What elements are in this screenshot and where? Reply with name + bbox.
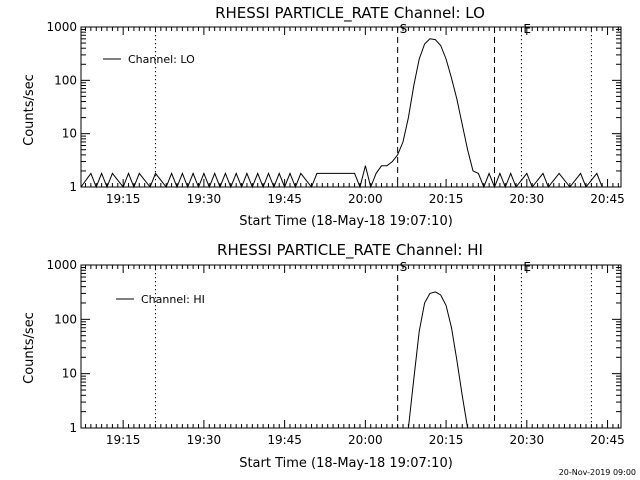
footer-timestamp: 20-Nov-2019 09:00 <box>559 468 636 477</box>
plot-area: 19:15 19:30 19:45 20:00 20:15 20:30 20:45 1 10 10… <box>46 20 624 206</box>
series-line <box>407 291 469 429</box>
x-axis-label: Start Time (18-May-18 19:07:10) <box>239 214 453 229</box>
x-tick-label: 19:15 <box>106 433 141 447</box>
x-tick-label: 20:45 <box>590 433 625 447</box>
x-tick-label: 19:15 <box>106 192 141 206</box>
y-tick-label: 100 <box>54 312 77 326</box>
y-tick-label: 1000 <box>46 20 77 34</box>
legend: Channel: LO <box>103 53 195 66</box>
x-tick-label: 20:00 <box>348 192 383 206</box>
y-axis-label: Counts/sec <box>22 312 37 384</box>
marker-label: S <box>400 22 408 36</box>
x-tick-label: 20:15 <box>429 433 464 447</box>
marker-label: S <box>400 260 408 274</box>
x-tick-label: 20:30 <box>510 192 545 206</box>
y-tick-label: 10 <box>62 127 77 141</box>
y-axis-label: Counts/sec <box>22 74 37 146</box>
x-tick-label: 19:45 <box>267 192 302 206</box>
chart-title: RHESSI PARTICLE_RATE Channel: HI <box>217 241 483 260</box>
axes-frame <box>80 264 622 429</box>
x-tick-label: 19:45 <box>267 433 302 447</box>
y-tick-label: 1 <box>69 421 77 435</box>
chart-title: RHESSI PARTICLE_RATE Channel: LO <box>215 4 485 23</box>
y-tick-label: 10 <box>62 367 77 381</box>
y-tick-label: 100 <box>54 73 77 87</box>
x-tick-label: 20:45 <box>590 192 625 206</box>
axes-frame <box>80 26 622 188</box>
y-tick-label: 1000 <box>46 258 77 272</box>
x-tick-label: 20:00 <box>348 433 383 447</box>
marker-label: E <box>523 260 531 274</box>
x-axis-label: Start Time (18-May-18 19:07:10) <box>239 456 453 471</box>
series-line <box>80 38 621 189</box>
legend: Channel: HI <box>116 293 205 306</box>
x-tick-label: 19:30 <box>187 433 222 447</box>
y-tick-label: 1 <box>69 180 77 194</box>
x-tick-label: 20:30 <box>510 433 545 447</box>
legend-label: Channel: LO <box>128 53 195 66</box>
panel-hi: RHESSI PARTICLE_RATE Channel: HI Counts/… <box>22 241 625 471</box>
marker-label: E <box>523 22 531 36</box>
panel-lo: RHESSI PARTICLE_RATE Channel: LO Counts/… <box>22 4 625 229</box>
plot-area: 19:15 19:30 19:45 20:00 20:15 20:30 20:45 1 10 10… <box>46 258 624 447</box>
legend-label: Channel: HI <box>141 293 205 306</box>
x-tick-label: 20:15 <box>429 192 464 206</box>
x-tick-label: 19:30 <box>187 192 222 206</box>
